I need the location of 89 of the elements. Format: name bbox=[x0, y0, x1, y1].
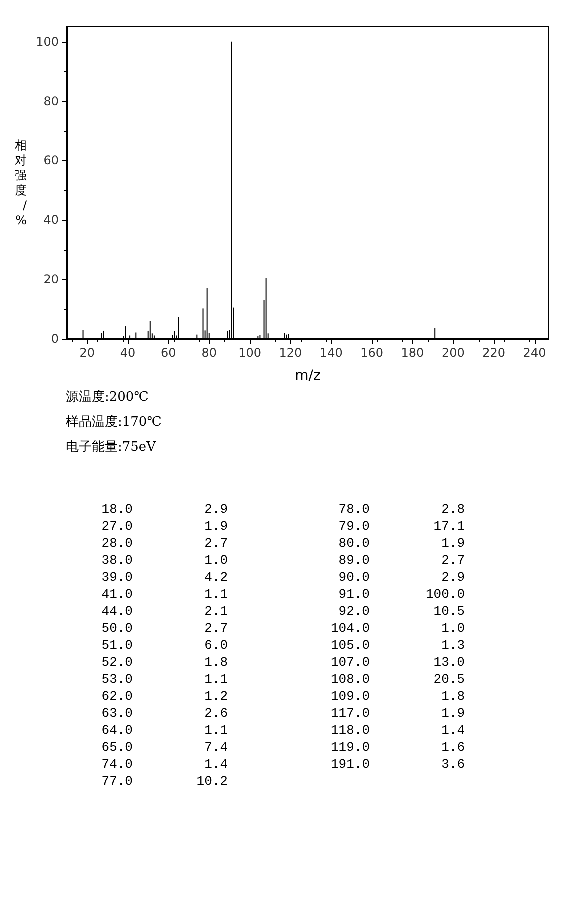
text: 1.9 bbox=[440, 705, 465, 722]
x-axis-title: m/z bbox=[295, 368, 321, 384]
text: 2.1 bbox=[204, 603, 228, 620]
text: 2.9 bbox=[440, 569, 465, 586]
text: 53.0 bbox=[100, 671, 133, 688]
text: 1.1 bbox=[204, 722, 228, 739]
x-tick-label: 80 bbox=[202, 346, 218, 360]
text: 74.0 bbox=[100, 756, 133, 773]
text: 91.0 bbox=[338, 586, 370, 603]
text: 7.4 bbox=[204, 739, 228, 756]
text: 1.0 bbox=[204, 552, 228, 569]
text: 20.5 bbox=[432, 671, 465, 688]
text: 50.0 bbox=[100, 620, 133, 637]
text: 27.0 bbox=[100, 518, 133, 535]
text: 41.0 bbox=[100, 586, 133, 603]
x-tick-label: 140 bbox=[320, 346, 343, 360]
text: 2.9 bbox=[204, 501, 228, 518]
text: 2.7 bbox=[204, 535, 228, 552]
text: 2.7 bbox=[440, 552, 465, 569]
text: 107.0 bbox=[330, 654, 370, 671]
text: 1.9 bbox=[440, 535, 465, 552]
text: 1.3 bbox=[440, 637, 465, 654]
x-tick-label: 20 bbox=[80, 346, 95, 360]
text: 78.0 bbox=[338, 501, 370, 518]
x-tick-label: 200 bbox=[442, 346, 465, 360]
text: 89.0 bbox=[338, 552, 370, 569]
y-tick-label: 100 bbox=[36, 34, 59, 49]
text: 1.1 bbox=[204, 671, 228, 688]
x-tick-label: 100 bbox=[238, 346, 262, 360]
text: 18.0 bbox=[100, 501, 133, 518]
text: 10.2 bbox=[196, 773, 228, 790]
text: 1.8 bbox=[440, 688, 465, 705]
text: 118.0 bbox=[330, 722, 370, 739]
text: 1.4 bbox=[440, 722, 465, 739]
text: 51.0 bbox=[100, 637, 133, 654]
y-tick-label: 60 bbox=[44, 154, 59, 168]
text: 39.0 bbox=[100, 569, 133, 586]
text: 90.0 bbox=[338, 569, 370, 586]
text: 2.6 bbox=[204, 705, 228, 722]
y-tick-label: 80 bbox=[44, 94, 59, 108]
text: 1.9 bbox=[204, 518, 228, 535]
x-tick-label: 40 bbox=[120, 346, 136, 360]
text: 109.0 bbox=[330, 688, 370, 705]
text: 1.4 bbox=[204, 756, 228, 773]
text: 13.0 bbox=[432, 654, 465, 671]
text: 62.0 bbox=[100, 688, 133, 705]
text: 191.0 bbox=[330, 756, 370, 773]
text: 源温度:200℃ bbox=[66, 389, 150, 407]
text: 79.0 bbox=[338, 518, 370, 535]
text: 28.0 bbox=[100, 535, 133, 552]
text: 1.1 bbox=[204, 586, 228, 603]
text: 17.1 bbox=[432, 518, 465, 535]
y-tick-label: 40 bbox=[44, 213, 59, 228]
text: 38.0 bbox=[100, 552, 133, 569]
y-tick-label: 20 bbox=[44, 272, 59, 287]
x-tick-label: 240 bbox=[523, 346, 546, 360]
text: 1.6 bbox=[440, 739, 465, 756]
text: 80.0 bbox=[338, 535, 370, 552]
y-tick-label: 0 bbox=[51, 332, 59, 346]
x-tick-label: 180 bbox=[401, 346, 424, 360]
x-tick-label: 160 bbox=[360, 346, 384, 360]
text: 2.8 bbox=[440, 501, 465, 518]
text: 108.0 bbox=[330, 671, 370, 688]
text: 100.0 bbox=[424, 586, 465, 603]
text: 52.0 bbox=[100, 654, 133, 671]
text: 3.6 bbox=[440, 756, 465, 773]
text: 4.2 bbox=[204, 569, 228, 586]
text: 样品温度:170℃ bbox=[66, 414, 163, 432]
text: 电子能量:75eV bbox=[66, 439, 158, 457]
text: 65.0 bbox=[100, 739, 133, 756]
x-tick-label: 220 bbox=[482, 346, 506, 360]
y-axis-title: 相对强度/% bbox=[15, 138, 28, 228]
text: 2.7 bbox=[204, 620, 228, 637]
text: 119.0 bbox=[330, 739, 370, 756]
text: 1.8 bbox=[204, 654, 228, 671]
text: 6.0 bbox=[204, 637, 228, 654]
text: 44.0 bbox=[100, 603, 133, 620]
x-tick-label: 120 bbox=[279, 346, 302, 360]
text: 92.0 bbox=[338, 603, 370, 620]
text: 77.0 bbox=[100, 773, 133, 790]
text: 105.0 bbox=[330, 637, 370, 654]
text: 10.5 bbox=[432, 603, 465, 620]
text: 63.0 bbox=[100, 705, 133, 722]
text: 1.2 bbox=[204, 688, 228, 705]
x-tick-label: 60 bbox=[161, 346, 176, 360]
text: 104.0 bbox=[330, 620, 370, 637]
text: 64.0 bbox=[100, 722, 133, 739]
text: 117.0 bbox=[330, 705, 370, 722]
text: 1.0 bbox=[440, 620, 465, 637]
